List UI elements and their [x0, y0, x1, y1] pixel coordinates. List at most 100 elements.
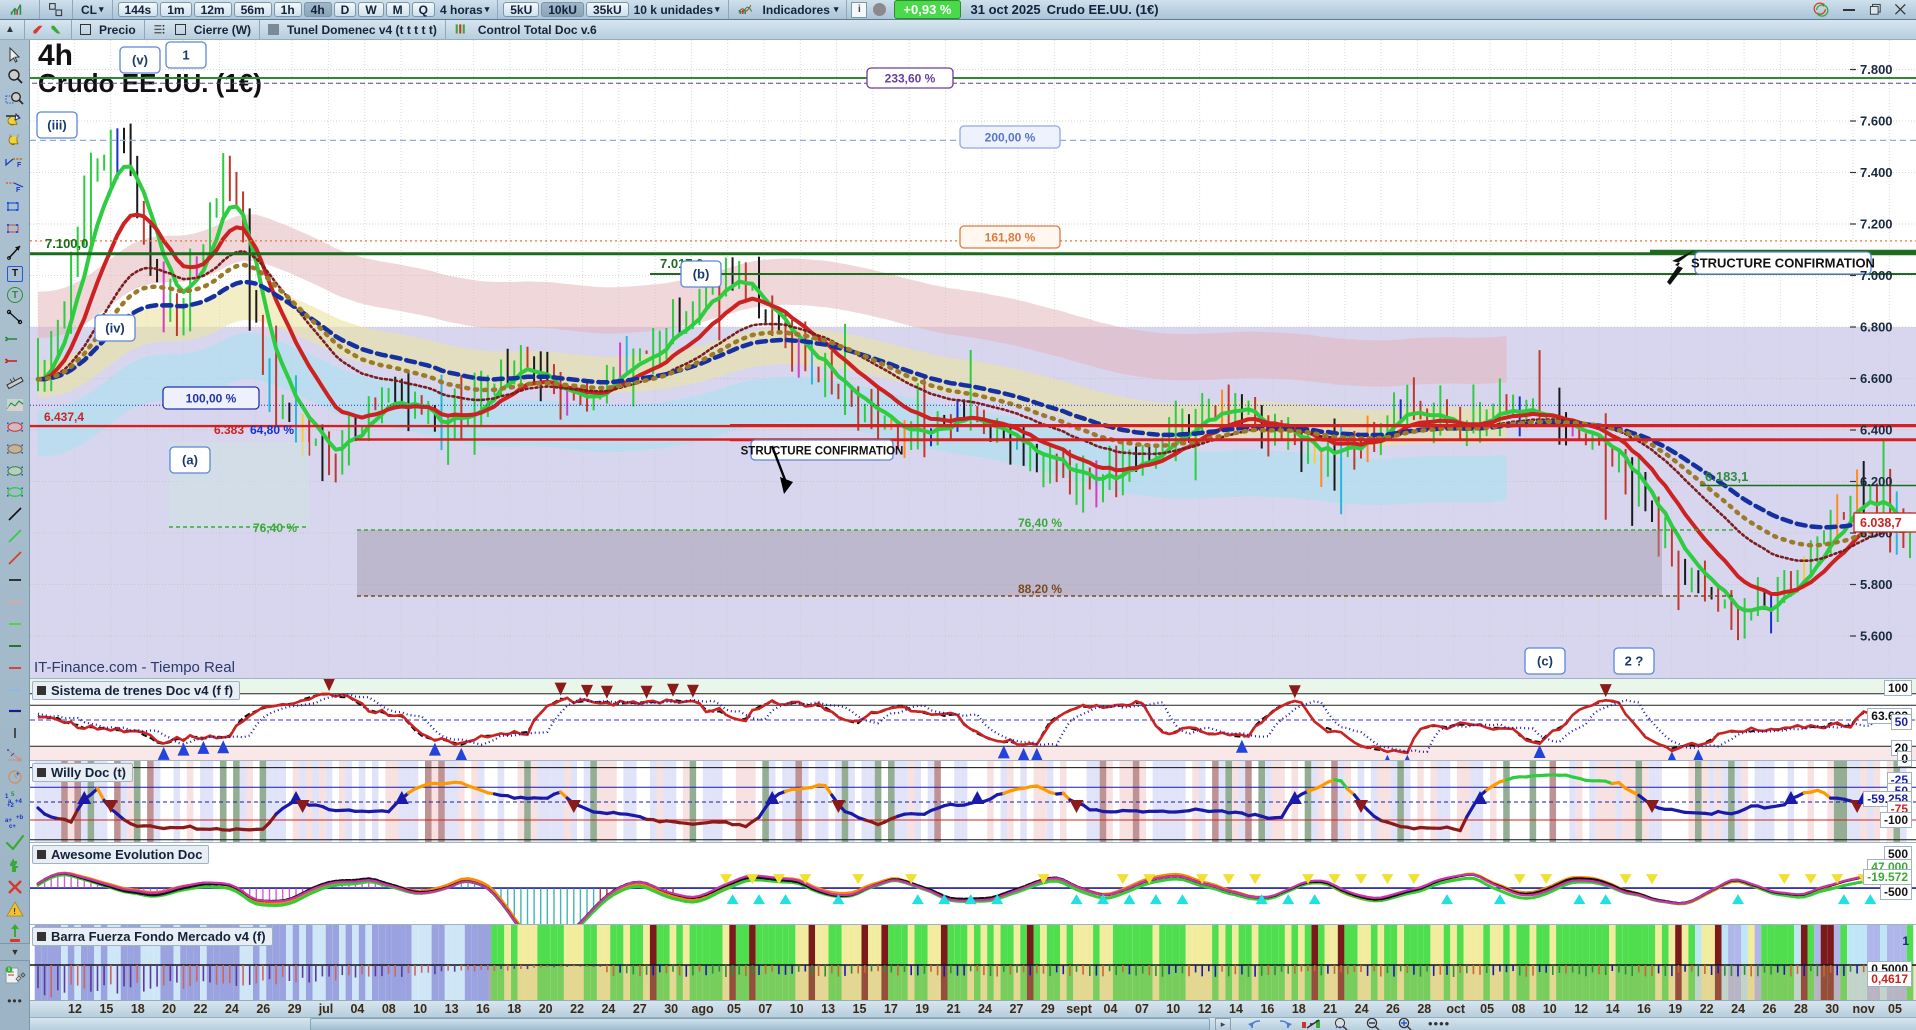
svg-text:08: 08 — [1511, 1002, 1525, 1016]
svg-text:26: 26 — [256, 1002, 270, 1016]
svg-text:100,00 %: 100,00 % — [186, 392, 237, 406]
svg-text:28: 28 — [1417, 1002, 1431, 1016]
svg-text:07: 07 — [758, 1002, 772, 1016]
svg-text:6.400: 6.400 — [1860, 423, 1893, 438]
svg-text:76,40 %: 76,40 % — [253, 521, 297, 535]
svg-text:10: 10 — [790, 1002, 804, 1016]
svg-text:28: 28 — [1794, 1002, 1808, 1016]
svg-text:24: 24 — [225, 1002, 239, 1016]
svg-text:64,80 %: 64,80 % — [250, 423, 294, 437]
svg-text:(b): (b) — [693, 267, 710, 282]
svg-text:26: 26 — [1386, 1002, 1400, 1016]
svg-text:2 ?: 2 ? — [1625, 654, 1644, 669]
svg-text:17: 17 — [884, 1002, 898, 1016]
svg-text:18: 18 — [1292, 1002, 1306, 1016]
svg-text:12: 12 — [1574, 1002, 1588, 1016]
svg-text:7.800: 7.800 — [1860, 62, 1893, 77]
svg-text:04: 04 — [350, 1002, 364, 1016]
svg-text:6.600: 6.600 — [1860, 371, 1893, 386]
svg-text:••••: •••• — [1428, 1018, 1450, 1030]
svg-text:sept: sept — [1066, 1002, 1093, 1016]
svg-text:19: 19 — [915, 1002, 929, 1016]
svg-text:30: 30 — [1825, 1002, 1839, 1016]
svg-text:jul: jul — [318, 1002, 334, 1016]
svg-text:7.200: 7.200 — [1860, 217, 1893, 232]
svg-text:13: 13 — [821, 1002, 835, 1016]
svg-text:5: 5 — [11, 792, 15, 798]
svg-text:ago: ago — [691, 1002, 714, 1016]
svg-text:18: 18 — [507, 1002, 521, 1016]
svg-text:(iii): (iii) — [47, 118, 67, 133]
svg-text:v: v — [17, 133, 20, 139]
svg-text:STRUCTURE CONFIRMATION: STRUCTURE CONFIRMATION — [741, 446, 904, 458]
svg-text:6.038,7: 6.038,7 — [1860, 516, 1902, 530]
svg-text:04: 04 — [1104, 1002, 1118, 1016]
svg-text:10: 10 — [413, 1002, 427, 1016]
svg-text:(a): (a) — [182, 453, 198, 468]
svg-text:5.600: 5.600 — [1860, 629, 1893, 644]
svg-text:(v): (v) — [132, 53, 148, 68]
svg-text:30: 30 — [664, 1002, 678, 1016]
svg-text:1: 1 — [182, 48, 189, 63]
svg-text:24: 24 — [1731, 1002, 1745, 1016]
svg-text:08: 08 — [382, 1002, 396, 1016]
svg-text:15: 15 — [853, 1002, 867, 1016]
svg-text:10: 10 — [1543, 1002, 1557, 1016]
svg-text:76,40 %: 76,40 % — [1018, 516, 1062, 530]
svg-text:26: 26 — [1763, 1002, 1777, 1016]
svg-text:14: 14 — [1606, 1002, 1620, 1016]
svg-text:6.200: 6.200 — [1860, 474, 1893, 489]
svg-text:6.800: 6.800 — [1860, 320, 1893, 335]
svg-text:!: ! — [13, 907, 16, 916]
svg-text:05: 05 — [727, 1002, 741, 1016]
svg-text:22: 22 — [194, 1002, 208, 1016]
svg-text:29: 29 — [288, 1002, 302, 1016]
svg-text:oct: oct — [1446, 1002, 1466, 1016]
svg-text:24: 24 — [1355, 1002, 1369, 1016]
svg-text:200,00 %: 200,00 % — [985, 131, 1036, 145]
svg-text:233,60 %: 233,60 % — [885, 72, 936, 86]
svg-text:F: F — [17, 162, 22, 169]
svg-text:18: 18 — [131, 1002, 145, 1016]
svg-text:(iv): (iv) — [105, 321, 125, 336]
svg-text:IT-Finance.com - Tiempo Real: IT-Finance.com - Tiempo Real — [34, 659, 235, 676]
svg-text:10: 10 — [1166, 1002, 1180, 1016]
svg-text:7.100,0: 7.100,0 — [45, 236, 88, 251]
svg-text:161,80 %: 161,80 % — [985, 231, 1036, 245]
svg-text:20: 20 — [162, 1002, 176, 1016]
svg-text:22: 22 — [570, 1002, 584, 1016]
svg-text:13: 13 — [445, 1002, 459, 1016]
svg-text:16: 16 — [1637, 1002, 1651, 1016]
svg-text:7.400: 7.400 — [1860, 165, 1893, 180]
svg-text:05: 05 — [1888, 1002, 1902, 1016]
svg-text:12: 12 — [1198, 1002, 1212, 1016]
svg-text:27: 27 — [1009, 1002, 1023, 1016]
svg-text:29: 29 — [1041, 1002, 1055, 1016]
svg-text:+: + — [16, 772, 20, 778]
svg-text:+b: +b — [16, 815, 24, 821]
svg-text:20: 20 — [539, 1002, 553, 1016]
svg-text:7.000: 7.000 — [1860, 268, 1893, 283]
svg-text:05: 05 — [1480, 1002, 1494, 1016]
svg-text:STRUCTURE CONFIRMATION: STRUCTURE CONFIRMATION — [1691, 256, 1875, 271]
svg-text:14: 14 — [1229, 1002, 1243, 1016]
svg-text:16: 16 — [1260, 1002, 1274, 1016]
svg-text:24: 24 — [601, 1002, 615, 1016]
svg-text:15: 15 — [99, 1002, 113, 1016]
svg-text:21: 21 — [947, 1002, 961, 1016]
svg-text:7.600: 7.600 — [1860, 114, 1893, 129]
svg-text:6.183,1: 6.183,1 — [1705, 469, 1748, 484]
svg-text:6.383: 6.383 — [214, 423, 244, 437]
svg-text:16: 16 — [476, 1002, 490, 1016]
svg-text:+4: +4 — [15, 799, 23, 805]
svg-text:07: 07 — [1135, 1002, 1149, 1016]
svg-text:22: 22 — [1700, 1002, 1714, 1016]
svg-text:24: 24 — [978, 1002, 992, 1016]
svg-text:6.437,4: 6.437,4 — [44, 410, 84, 424]
svg-text:nov: nov — [1852, 1002, 1874, 1016]
svg-text:5.800: 5.800 — [1860, 577, 1893, 592]
svg-text:21: 21 — [1323, 1002, 1337, 1016]
svg-text:27: 27 — [633, 1002, 647, 1016]
svg-text:19: 19 — [1668, 1002, 1682, 1016]
svg-text:(c): (c) — [1537, 654, 1553, 669]
